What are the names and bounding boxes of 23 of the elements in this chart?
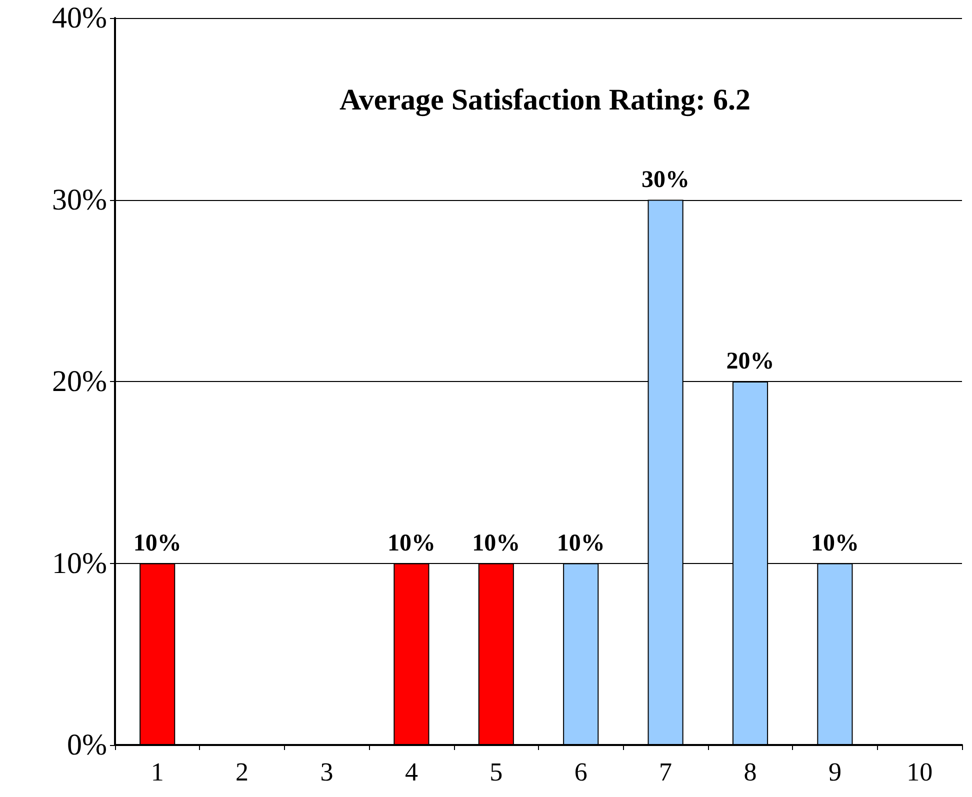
y-tick-label: 20% [52,365,107,398]
data-label: 20% [726,348,774,374]
y-tick-label: 10% [52,546,107,580]
x-tick-label: 2 [236,758,249,786]
data-label: 30% [642,166,690,193]
data-label: 10% [472,530,520,556]
x-tick-label: 8 [744,758,757,786]
y-tick-label: 30% [52,183,107,216]
text: Average Satisfaction Rating: 6.2 [339,84,751,116]
x-tick-label: 5 [490,758,503,786]
x-tick-label: 7 [659,758,672,786]
data-label: 10% [133,530,182,556]
y-tick-label: 0% [67,728,107,762]
y-tick-label: 40% [52,2,107,34]
x-tick-label: 6 [574,758,588,786]
x-tick-label: 4 [404,758,418,786]
data-label: 10% [387,530,436,556]
data-label: 10% [556,530,605,556]
x-tick-label: 1 [150,758,164,786]
x-tick-label: 9 [828,758,842,786]
data-label: 10% [810,530,859,556]
x-tick-label: 10 [906,758,933,786]
x-tick-label: 3 [320,758,334,786]
